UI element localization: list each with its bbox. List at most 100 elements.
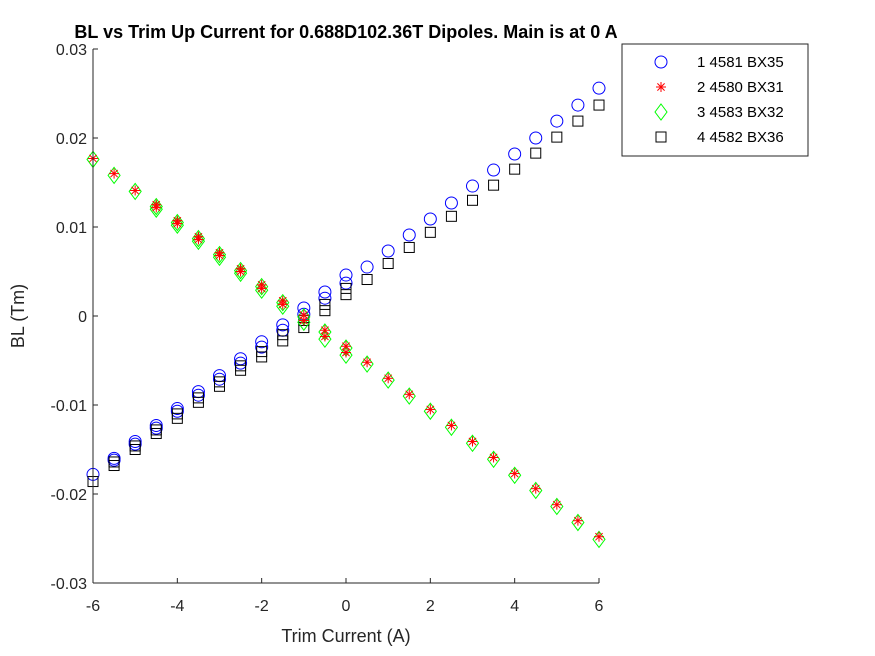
data-point-circle [592,81,606,95]
data-point-square [150,424,162,436]
data-point-asterisk [425,404,436,415]
y-tick-label: -0.02 [51,487,88,504]
data-point-square [361,274,373,286]
data-point-circle [487,163,501,177]
y-tick-label: 0.01 [56,220,87,237]
data-point-asterisk [109,168,120,179]
data-point-circle [107,453,121,467]
data-point-circle [423,212,437,226]
data-point-circle [128,434,142,448]
chart-title: BL vs Trim Up Current for 0.688D102.36T … [74,22,617,42]
data-point-circle [170,404,184,418]
data-point-diamond [212,248,227,267]
data-point-asterisk [319,331,330,342]
x-axis-title: Trim Current (A) [281,626,410,646]
data-point-circle [213,372,226,386]
data-point-asterisk [446,420,457,431]
data-point-asterisk [172,218,183,229]
data-point-circle [276,318,290,332]
data-point-asterisk [214,250,225,261]
data-point-square [382,257,394,269]
data-point-circle [339,276,353,290]
data-point-circle [318,291,332,305]
y-axis-ticks: -0.03 -0.02 -0.01 0 0.01 0.02 0.03 [51,42,98,593]
legend-label: 2 4580 BX31 [697,79,784,96]
data-point-asterisk [256,283,267,294]
legend-label: 3 4583 BX32 [697,104,784,121]
y-axis-title: BL (Tm) [8,284,28,348]
data-point-diamond [423,402,437,421]
x-tick-label: -6 [86,598,100,615]
data-point-square [214,376,225,388]
data-point-diamond [276,293,290,312]
data-point-square [593,99,605,111]
data-point-square [530,147,542,159]
data-point-diamond [170,216,184,235]
data-markers [86,81,606,549]
data-point-square [551,131,563,143]
data-point-diamond [191,232,206,251]
data-point-square [340,289,352,301]
x-tick-label: 0 [342,598,351,615]
data-point-square [509,163,521,175]
data-point-circle [255,335,269,349]
data-point-diamond [233,261,248,280]
y-tick-label: 0.03 [56,42,87,59]
legend-marker-diamond [654,103,668,121]
data-point-diamond [149,197,163,216]
data-point-circle [360,260,374,274]
y-tick-label: 0.02 [56,131,87,148]
legend: 1 4581 BX35 2 4580 BX31 3 4583 BX32 4 4582 … [621,43,809,157]
data-point-circle [402,228,416,242]
data-point-circle [529,131,543,145]
data-point-circle [318,285,332,299]
data-point-square [403,241,415,253]
data-point-square [192,392,204,404]
data-point-diamond [402,387,416,405]
data-point-circle [170,402,184,416]
data-point-asterisk [572,515,583,526]
data-point-diamond [508,466,522,485]
legend-marker-square [655,131,667,143]
data-point-diamond [255,281,269,300]
data-point-diamond [550,497,564,516]
data-point-asterisk [509,468,520,479]
data-point-diamond [276,297,290,316]
data-point-diamond [486,450,501,469]
data-point-diamond [444,418,459,437]
data-point-circle [466,179,479,193]
data-point-diamond [571,513,585,532]
data-point-square [319,298,331,310]
data-point-circle [234,356,248,370]
data-point-diamond [170,213,184,232]
data-point-diamond [191,229,206,248]
data-point-asterisk [404,389,415,400]
data-point-asterisk [383,373,394,384]
data-point-asterisk [277,299,288,310]
data-point-square [256,346,268,358]
data-point-asterisk [530,483,541,494]
data-point-square [277,329,289,341]
data-point-square [319,305,331,317]
plot-area [93,49,599,583]
data-point-asterisk [235,266,246,277]
data-point-circle [508,147,522,161]
data-point-circle [234,352,248,366]
data-point-square [445,210,457,222]
data-point-circle [444,196,458,210]
x-tick-label: -4 [170,598,184,615]
data-point-asterisk [594,531,604,542]
data-point-asterisk [341,347,351,358]
data-point-asterisk [298,315,309,326]
data-point-diamond [381,371,395,389]
data-point-diamond [529,481,543,500]
data-point-asterisk [130,185,141,196]
data-point-circle [550,114,564,128]
y-tick-label: -0.03 [51,576,88,593]
data-point-circle [128,437,142,451]
x-tick-label: 6 [595,598,604,615]
data-point-square [277,335,289,347]
data-point-circle [381,244,395,258]
x-tick-label: 4 [510,598,519,615]
